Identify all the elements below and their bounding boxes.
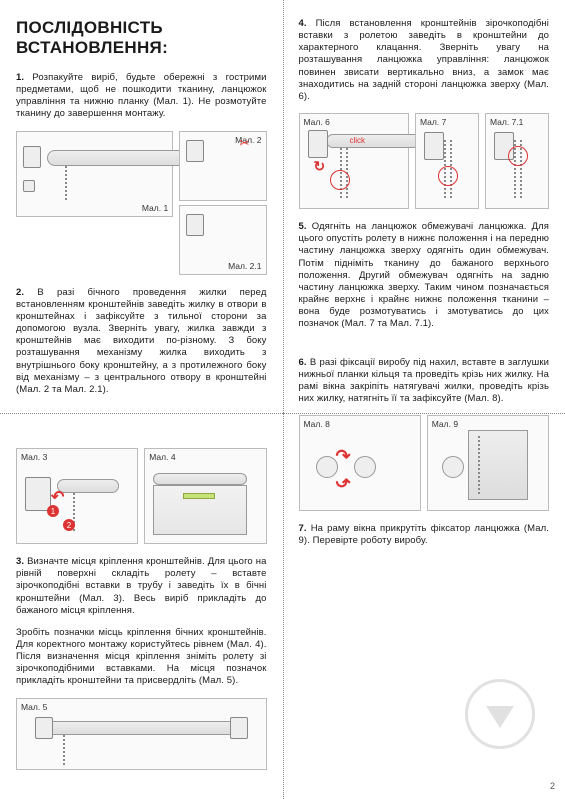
figure-6: Мал. 6 click ↻ <box>299 113 410 209</box>
step-2-text: 2. В разі бічного проведення жилки перед… <box>16 287 267 396</box>
left-column: ПОСЛІДОВНІСТЬ ВСТАНОВЛЕННЯ: 1. Розпакуйт… <box>0 0 283 799</box>
figure-6-label: Мал. 6 <box>304 117 330 127</box>
figure-9: Мал. 9 <box>427 415 549 511</box>
step-5-text: 5. Одягніть на ланцюжок обмежувачі ланцю… <box>299 221 550 330</box>
step-2-body: В разі бічного проведення жилки перед вс… <box>16 287 267 395</box>
step-2-number: 2. <box>16 287 24 298</box>
step-3-text-b: Зробіть позначки місць кріплення бічних … <box>16 627 267 688</box>
step-5-number: 5. <box>299 221 307 232</box>
figure-7-label: Мал. 7 <box>420 117 446 127</box>
figure-3-label: Мал. 3 <box>21 452 47 462</box>
right-column: 4. Після встановлення кронштейнів зірочк… <box>283 0 565 799</box>
figure-8-label: Мал. 8 <box>304 419 330 429</box>
figure-row-4: Мал. 6 click ↻ Мал. 7 Мал. 7.1 <box>299 113 550 209</box>
figure-1: Мал. 1 <box>16 131 173 217</box>
figure-1-label: Мал. 1 <box>142 203 168 213</box>
step-1-body: Розпакуйте виріб, будьте обережні з гост… <box>16 72 267 119</box>
figure-row-3: Мал. 5 <box>16 698 267 770</box>
vertical-divider <box>283 0 284 799</box>
step-3-body-a: Визначте місця кріплення кронштейнів. Дл… <box>16 556 267 616</box>
step-4-text: 4. Після встановлення кронштейнів зірочк… <box>299 18 550 103</box>
figure-2-1-label: Мал. 2.1 <box>228 261 261 271</box>
figure-7-1: Мал. 7.1 <box>485 113 549 209</box>
step-1-text: 1. Розпакуйте виріб, будьте обережні з г… <box>16 72 267 121</box>
figure-row-2: Мал. 3 1 2 ↶ Мал. 4 <box>16 448 267 544</box>
step-4-number: 4. <box>299 18 307 29</box>
step-3-text-a: 3. Визначте місця кріплення кронштейнів.… <box>16 556 267 617</box>
horizontal-divider-left <box>0 413 283 414</box>
page-title: ПОСЛІДОВНІСТЬ ВСТАНОВЛЕННЯ: <box>16 18 267 58</box>
figure-7-1-label: Мал. 7.1 <box>490 117 523 127</box>
click-label: click <box>350 136 366 145</box>
page: ПОСЛІДОВНІСТЬ ВСТАНОВЛЕННЯ: 1. Розпакуйт… <box>0 0 565 799</box>
figure-row-1: Мал. 1 Мал. 2 ✂ Мал. 2.1 <box>16 131 267 275</box>
figure-4-label: Мал. 4 <box>149 452 175 462</box>
step-badge-2: 2 <box>63 519 75 531</box>
figure-5: Мал. 5 <box>16 698 267 770</box>
step-7-text: 7. На раму вікна прикрутіть фіксатор лан… <box>299 523 550 547</box>
figure-8: Мал. 8 ↷ ↷ <box>299 415 421 511</box>
page-number: 2 <box>550 781 555 791</box>
arrow-icon: ↷ <box>336 446 351 467</box>
arrow-icon: ↻ <box>314 158 326 175</box>
figure-4: Мал. 4 <box>144 448 266 544</box>
level-icon <box>183 493 215 499</box>
step-6-number: 6. <box>299 357 307 368</box>
step-6-body: В разі фіксації виробу під нахил, вставт… <box>299 357 550 404</box>
figure-2-1: Мал. 2.1 <box>179 205 266 275</box>
step-7-body: На раму вікна прикрутіть фіксатор ланцюж… <box>299 523 550 546</box>
figure-row-5: Мал. 8 ↷ ↷ Мал. 9 <box>299 415 550 511</box>
horizontal-divider-right <box>283 413 565 414</box>
scissors-icon: ✂ <box>239 136 249 150</box>
step-7-number: 7. <box>299 523 307 534</box>
figure-9-label: Мал. 9 <box>432 419 458 429</box>
step-3-number: 3. <box>16 556 24 567</box>
step-5-body: Одягніть на ланцюжок обмежувачі ланцюжка… <box>299 221 550 329</box>
figure-5-label: Мал. 5 <box>21 702 47 712</box>
arrow-icon: ↷ <box>336 470 351 491</box>
step-4-body: Після встановлення кронштейнів зірочкопо… <box>299 18 550 102</box>
arrow-icon: ↶ <box>51 487 64 507</box>
step-1-number: 1. <box>16 72 24 83</box>
figure-7: Мал. 7 <box>415 113 479 209</box>
figure-2: Мал. 2 ✂ <box>179 131 266 201</box>
figure-3: Мал. 3 1 2 ↶ <box>16 448 138 544</box>
step-6-text: 6. В разі фіксації виробу під нахил, вст… <box>299 357 550 406</box>
